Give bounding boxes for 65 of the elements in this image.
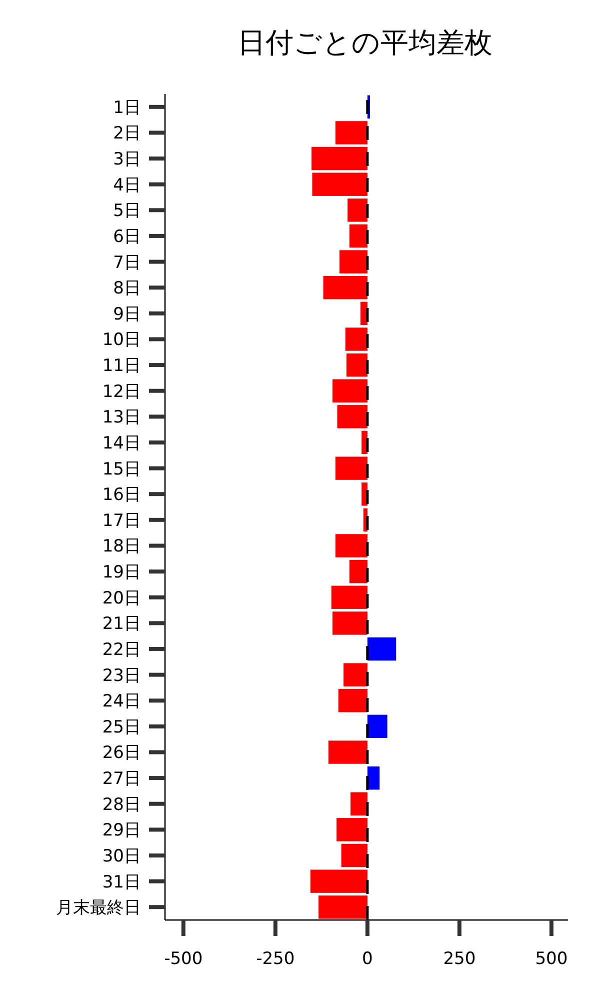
y-tick-label: 5日: [113, 201, 141, 222]
x-tick-label: 0: [362, 949, 373, 969]
y-tick-label: 22日: [102, 640, 141, 660]
bar: [323, 276, 368, 300]
y-tick-label: 9日: [113, 304, 141, 324]
bar: [331, 586, 368, 609]
bar: [341, 844, 368, 868]
y-tick-label: 1日: [113, 98, 141, 118]
bar: [346, 353, 368, 377]
bar: [312, 172, 368, 196]
y-tick-label: 19日: [102, 562, 141, 583]
y-tick-label: 3日: [113, 150, 141, 170]
y-tick-label: 2日: [113, 124, 141, 144]
bar: [332, 379, 368, 402]
bar: [335, 121, 368, 144]
y-tick-label: 28日: [102, 794, 141, 815]
y-tick-label: 25日: [102, 717, 141, 738]
y-tick-label: 15日: [102, 459, 141, 480]
y-tick-label: 14日: [102, 433, 141, 454]
bar: [335, 456, 368, 480]
y-tick-label: 23日: [102, 666, 141, 686]
y-tick-label: 31日: [102, 872, 141, 892]
y-tick-label: 17日: [102, 510, 141, 531]
y-tick-label: 30日: [102, 846, 141, 866]
x-tick-label: 500: [535, 949, 568, 969]
bar: [345, 328, 368, 351]
bar: [311, 146, 368, 170]
y-tick-label: 27日: [102, 769, 141, 790]
bar: [318, 895, 368, 919]
x-tick-label: -500: [164, 949, 203, 969]
y-tick-label: 20日: [102, 588, 141, 608]
y-tick-label: 26日: [102, 743, 141, 764]
bar: [344, 663, 368, 686]
bar: [349, 560, 368, 584]
bar: [350, 792, 368, 816]
bar: [337, 405, 368, 428]
y-tick-label: 6日: [113, 226, 141, 247]
x-tick-label: -250: [256, 949, 295, 969]
bar: [348, 198, 368, 222]
bar: [328, 740, 368, 764]
bar: [349, 224, 368, 248]
y-tick-label: 月末最終日: [56, 898, 141, 918]
bar: [336, 818, 368, 842]
chart-title: 日付ごとの平均差枚: [238, 26, 492, 59]
y-tick-label: 29日: [102, 820, 141, 841]
y-tick-label: 16日: [102, 485, 141, 506]
bar: [332, 612, 368, 635]
y-tick-label: 12日: [102, 382, 141, 402]
y-tick-label: 13日: [102, 408, 141, 428]
y-tick-label: 4日: [113, 175, 141, 196]
bar: [338, 688, 368, 712]
x-tick-label: 250: [443, 949, 476, 969]
bar: [310, 870, 368, 893]
bar: [367, 714, 388, 738]
bar: [339, 250, 368, 274]
y-tick-label: 24日: [102, 692, 141, 712]
bar: [335, 534, 368, 558]
bar: [367, 637, 396, 661]
y-tick-label: 18日: [102, 536, 141, 557]
y-tick-label: 21日: [102, 614, 141, 634]
bar: [367, 766, 380, 790]
y-tick-label: 8日: [113, 278, 141, 299]
y-tick-label: 7日: [113, 252, 141, 273]
y-tick-label: 11日: [102, 356, 141, 376]
y-tick-label: 10日: [102, 330, 141, 350]
